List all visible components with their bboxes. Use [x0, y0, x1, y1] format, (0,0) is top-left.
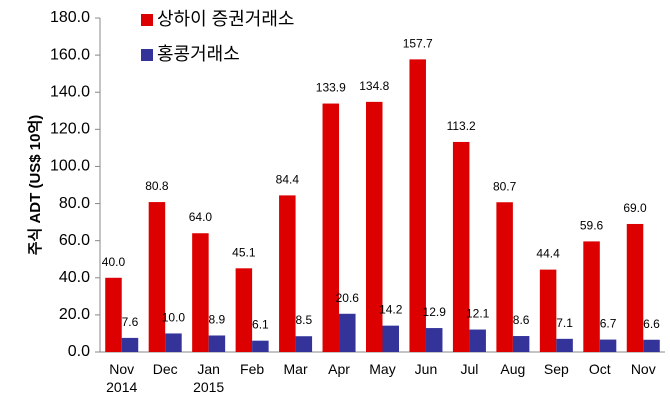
bar: [425, 328, 443, 352]
value-label: 14.2: [379, 303, 403, 317]
legend-swatch: [141, 14, 153, 26]
y-tick-label: 140.0: [50, 83, 90, 100]
y-tick-label: 160.0: [50, 46, 90, 63]
y-axis-label: 주식 ADT (US$ 10억): [26, 115, 44, 256]
value-label: 134.8: [359, 79, 389, 93]
x-tick-label: Feb: [240, 361, 264, 377]
bar: [235, 268, 253, 352]
value-label: 8.6: [513, 313, 530, 327]
value-label: 12.1: [466, 307, 490, 321]
bar: [208, 335, 226, 352]
x-tick-label: Jan 2015: [193, 361, 224, 395]
y-tick-label: 80.0: [59, 195, 90, 212]
x-tick-label: May: [369, 361, 395, 377]
value-label: 6.1: [252, 318, 269, 332]
bar: [382, 325, 399, 352]
bar: [339, 313, 356, 352]
value-label: 8.9: [209, 312, 226, 326]
bar: [148, 202, 166, 352]
x-tick-label: Jun: [415, 361, 438, 377]
y-tick-label: 20.0: [59, 306, 90, 323]
value-label: 133.9: [316, 81, 346, 95]
bar: [322, 103, 340, 353]
bar: [192, 233, 209, 352]
bar: [626, 223, 644, 352]
bar: [452, 141, 470, 352]
bar: [599, 339, 617, 352]
value-label: 8.5: [295, 313, 312, 327]
value-label: 69.0: [623, 201, 647, 215]
value-label: 6.7: [600, 317, 617, 331]
legend-label: 홍콩거래소: [157, 44, 240, 64]
y-tick-label: 40.0: [59, 269, 90, 286]
bar: [121, 337, 139, 352]
value-label: 20.6: [336, 291, 360, 305]
x-tick-label: Jul: [460, 361, 478, 377]
bar: [279, 195, 296, 352]
x-tick-label: Apr: [328, 361, 350, 377]
y-tick-label: 60.0: [59, 232, 90, 249]
value-label: 7.1: [556, 316, 573, 330]
x-tick-label: Oct: [589, 361, 611, 377]
bar: [583, 241, 600, 352]
value-label: 6.6: [643, 317, 660, 331]
x-tick-label: Aug: [500, 361, 525, 377]
legend-label: 상하이 증권거래소: [157, 9, 294, 29]
bar: [105, 277, 122, 352]
value-label: 80.8: [145, 179, 169, 193]
bar: [252, 340, 269, 352]
x-tick-label: Nov: [631, 361, 656, 377]
bar: [366, 101, 383, 352]
value-label: 84.4: [276, 172, 300, 186]
y-tick-label: 180.0: [50, 9, 90, 26]
value-label: 7.6: [122, 315, 139, 329]
y-tick-label: 100.0: [50, 158, 90, 175]
value-label: 10.0: [162, 310, 186, 324]
bar: [643, 339, 660, 352]
bar: [165, 333, 182, 352]
bar: [409, 59, 426, 353]
value-label: 44.4: [536, 247, 560, 261]
y-tick-label: 0.0: [68, 343, 90, 360]
value-label: 59.6: [580, 218, 604, 232]
x-tick-label: Nov 2014: [106, 361, 137, 395]
value-label: 64.0: [189, 210, 213, 224]
value-label: 40.0: [102, 255, 126, 269]
value-label: 157.7: [403, 36, 433, 50]
bar: [295, 336, 313, 352]
x-tick-label: Dec: [153, 361, 178, 377]
bar: [556, 338, 573, 352]
bar: [539, 269, 557, 352]
value-label: 113.2: [447, 119, 476, 133]
y-tick-label: 120.0: [50, 121, 90, 138]
value-label: 80.7: [493, 179, 517, 193]
x-tick-label: Sep: [544, 361, 569, 377]
value-label: 45.1: [232, 245, 256, 259]
value-label: 12.9: [423, 305, 447, 319]
legend-swatch: [141, 49, 153, 61]
x-tick-label: Mar: [284, 361, 308, 377]
bar: [469, 329, 486, 352]
bar: [496, 202, 513, 352]
bar: [512, 336, 530, 352]
